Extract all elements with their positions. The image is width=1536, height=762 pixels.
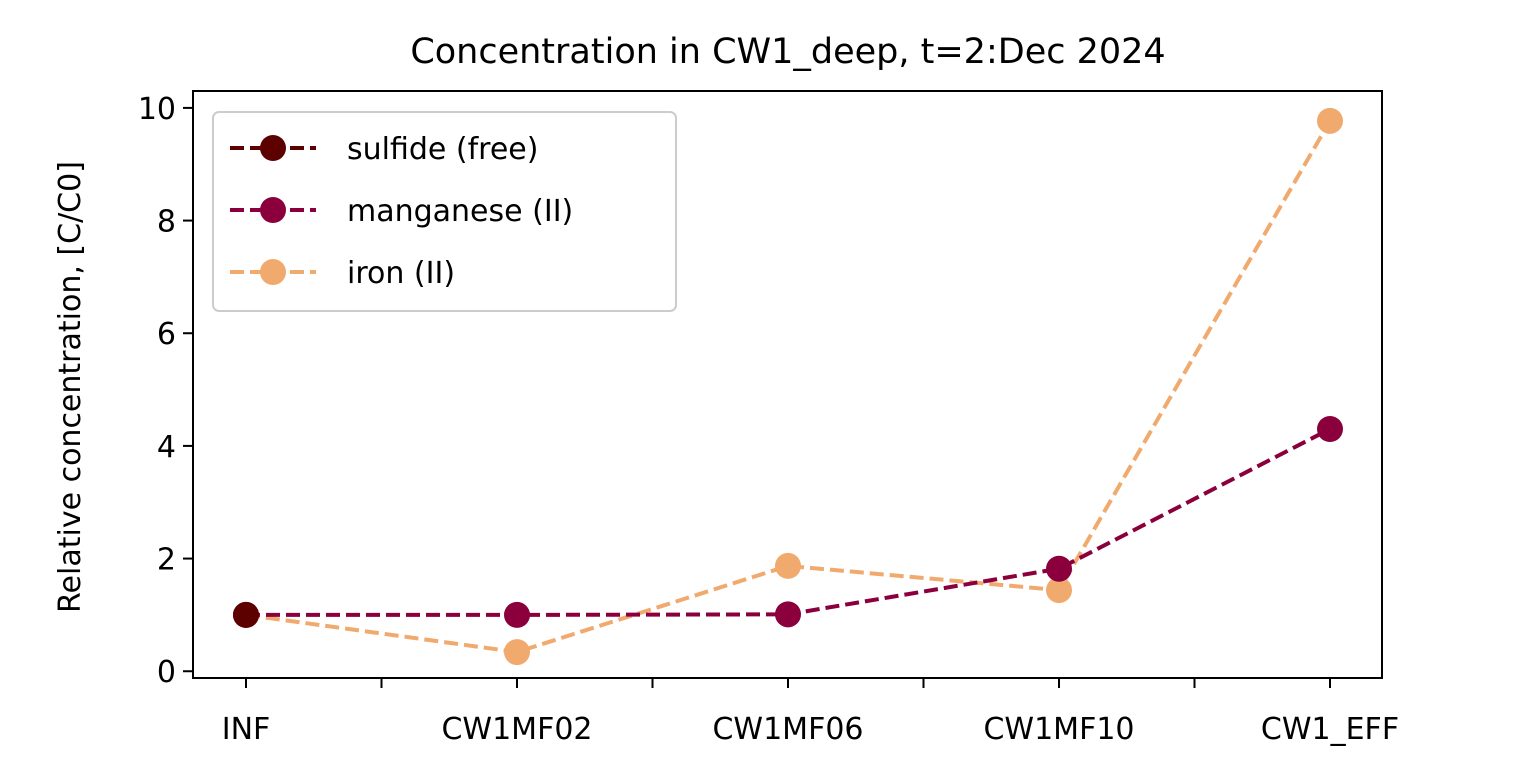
legend-entry-manganese-ii: manganese (II) [230, 194, 573, 229]
y-tick-label-6: 6 [157, 317, 176, 352]
data-point-iron-ii-cw1mf02 [504, 639, 530, 666]
data-point-iron-ii-cw1-eff [1317, 107, 1343, 134]
y-ticks: 0 2 4 6 8 10 [138, 92, 193, 690]
x-tick-label-cw1mf06: CW1MF06 [712, 712, 863, 747]
y-tick-label-10: 10 [138, 92, 176, 127]
series-layer [233, 107, 1343, 666]
x-tick-label-cw1-eff: CW1_EFF [1261, 712, 1399, 747]
y-tick-label-2: 2 [157, 543, 176, 578]
data-point-manganese-ii-cw1mf02 [504, 601, 530, 628]
chart-title: Concentration in CW1_deep, t=2:Dec 2024 [410, 32, 1165, 72]
data-point-iron-ii-cw1mf06 [775, 552, 801, 579]
x-tick-label-cw1mf02: CW1MF02 [441, 712, 592, 747]
y-tick-label-4: 4 [157, 430, 176, 465]
data-point-iron-ii-cw1mf10 [1046, 577, 1072, 604]
legend: sulfide (free) manganese (II) iron (II) [212, 111, 677, 312]
legend-label: manganese (II) [347, 194, 573, 229]
legend-marker-swatch [260, 197, 286, 223]
legend-box [212, 111, 677, 312]
x-tick-label-inf: INF [222, 712, 271, 747]
legend-label: iron (II) [347, 256, 455, 291]
data-point-manganese-ii-cw1-eff [1317, 416, 1343, 443]
legend-entry-iron-ii: iron (II) [230, 256, 455, 291]
series-sulfide-free [233, 601, 259, 628]
data-point-manganese-ii-cw1mf10 [1046, 555, 1072, 582]
legend-entry-sulfide-free: sulfide (free) [230, 132, 538, 167]
data-point-manganese-ii-cw1mf06 [775, 601, 801, 628]
data-point-sulfide-free-inf [233, 601, 259, 628]
x-ticks: INF CW1MF02 CW1MF06 CW1MF10 CW1_EFF [222, 678, 1399, 747]
y-tick-label-0: 0 [157, 655, 176, 690]
plot-area-frame [192, 90, 1383, 679]
legend-marker-swatch [260, 135, 286, 161]
legend-marker-swatch [260, 259, 286, 285]
legend-label: sulfide (free) [347, 132, 538, 167]
series-line-iron-ii [245, 119, 1332, 655]
y-tick-label-8: 8 [157, 205, 176, 240]
y-axis-label: Relative concentration, [C/C0] [53, 161, 88, 613]
x-tick-label-cw1mf10: CW1MF10 [983, 712, 1134, 747]
